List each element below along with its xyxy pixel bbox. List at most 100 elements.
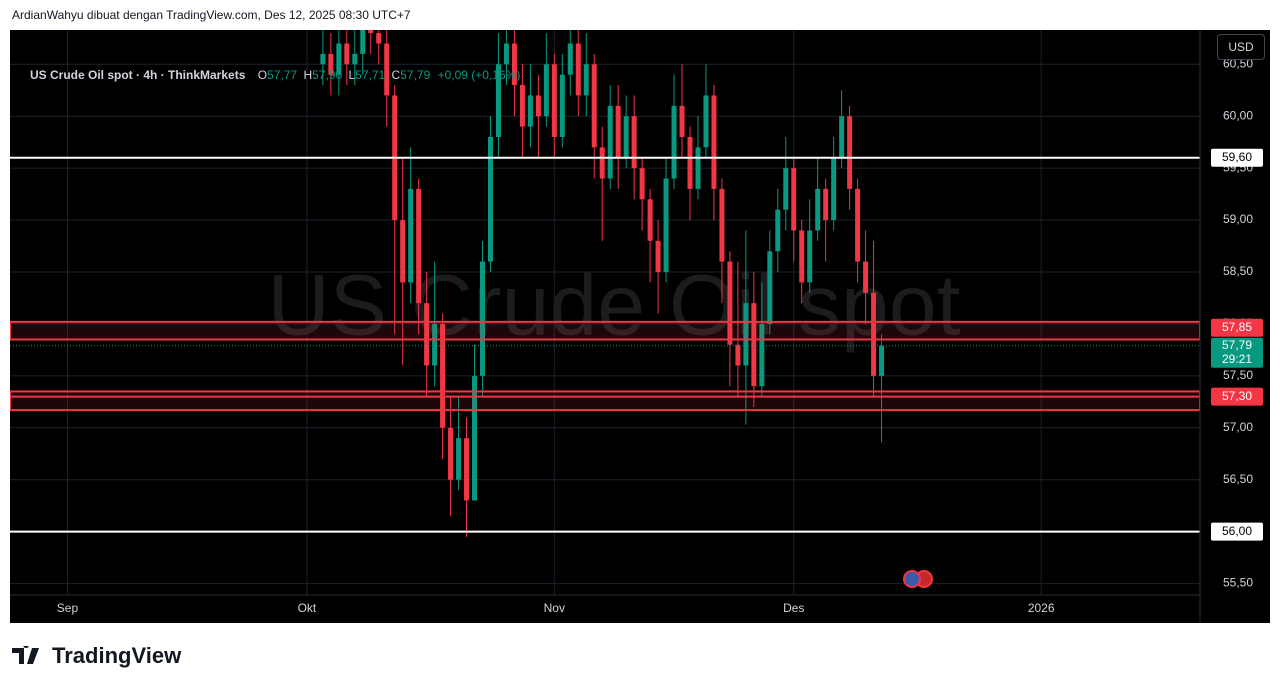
candle-body (743, 303, 749, 366)
countdown: 29:21 (1222, 352, 1252, 366)
symbol: US Crude Oil spot · 4h · ThinkMarkets (30, 68, 246, 82)
candle-body (368, 30, 374, 34)
zone (10, 390, 1200, 412)
x-tick-label: Okt (298, 601, 317, 615)
candle-body (448, 427, 454, 480)
candle-body (352, 53, 358, 65)
footer-logo: TradingView (12, 643, 181, 669)
candle-body (623, 116, 629, 158)
x-tick-label: 2026 (1028, 601, 1055, 615)
candle-body (775, 209, 781, 252)
chart-panel: US Crude Oil spot 55,50 56,00 56,50 57,00 57… (10, 30, 1270, 623)
candle-body (400, 220, 406, 283)
candle-body (767, 251, 773, 324)
candle-body (855, 188, 861, 262)
candle-body (647, 199, 653, 241)
legend-key: L (348, 68, 356, 82)
currency-button[interactable]: USD (1217, 34, 1265, 60)
level-label-box (1211, 522, 1263, 541)
level-label: 59,60 (1222, 150, 1252, 164)
x-tick-label: Nov (544, 601, 565, 615)
candle-body (519, 85, 525, 127)
candle-body (823, 188, 829, 221)
candle-body (527, 95, 533, 127)
candle-body (567, 43, 573, 75)
y-tick-label: 60,00 (1223, 108, 1253, 122)
y-tick-label: 55,50 (1223, 576, 1253, 590)
level-label: 56,00 (1222, 524, 1252, 538)
legend-value: 57,79 (400, 68, 431, 82)
candle-body (815, 188, 821, 231)
legend-value: 57,71 (355, 68, 386, 82)
candle-body (791, 168, 797, 231)
candle-body (320, 53, 326, 65)
candle-body (503, 43, 509, 65)
watermark: US Crude Oil spot (267, 258, 960, 354)
plot (10, 30, 1200, 537)
x-tick-label: Des (783, 601, 804, 615)
candle-body (543, 64, 549, 117)
y-tick-label: 57,00 (1223, 420, 1253, 434)
candle-body (695, 147, 701, 189)
y-tick-label: 58,50 (1223, 264, 1253, 278)
candle-body (495, 64, 501, 137)
candle-body (559, 74, 565, 137)
candle-body (879, 345, 885, 376)
candle-body (631, 116, 637, 169)
candle-body (839, 116, 845, 158)
candle-body (479, 261, 485, 376)
legend-value: 57,77 (267, 68, 298, 82)
level-label-box (1211, 318, 1263, 337)
candle-body (703, 95, 709, 148)
level-label: 57,85 (1222, 320, 1252, 334)
candle-body (735, 344, 741, 366)
x-tick-label: Sep (57, 601, 79, 615)
candle-body (711, 95, 717, 189)
last-price-box (1211, 337, 1263, 368)
legend-change: +0,09 (+0,16%) (437, 68, 521, 82)
candle-body (456, 438, 462, 480)
candle-body (863, 261, 869, 293)
candle-body (639, 168, 645, 200)
candle-body (799, 230, 805, 283)
candle-body (376, 33, 382, 44)
level-label: 57,30 (1222, 389, 1252, 403)
chart: US Crude Oil spot 55,50 56,00 56,50 57,00 57… (10, 30, 1263, 623)
legend-key: H (303, 68, 313, 82)
candle-body (472, 375, 478, 501)
event-icons (903, 570, 933, 588)
candle-body (687, 136, 693, 189)
candle-body (599, 147, 605, 179)
candle-body (591, 64, 597, 148)
y-tick-label: 57,50 (1223, 368, 1253, 382)
event-icon[interactable] (903, 570, 921, 588)
candle-body (440, 323, 446, 428)
candle-body (336, 43, 342, 75)
candle-body (432, 323, 438, 366)
candle-body (719, 188, 725, 262)
candle-body (464, 438, 470, 501)
candle-body (783, 168, 789, 210)
candle-body (583, 64, 589, 96)
candle-body (384, 43, 390, 96)
candle-body (871, 292, 877, 376)
candle-body (575, 43, 581, 96)
attribution: ArdianWahyu dibuat dengan TradingView.co… (12, 8, 411, 22)
candle-body (847, 116, 853, 189)
candle-body (511, 43, 517, 86)
last-price-label: 57,79 (1222, 338, 1252, 352)
legend-value: 57,90 (312, 68, 343, 82)
candle-body (535, 95, 541, 117)
candle-body (807, 230, 813, 283)
legend: US Crude Oil spot · 4h · ThinkMarkets O5… (30, 68, 520, 82)
candle-body (416, 188, 422, 304)
candle-body (344, 43, 350, 65)
candle-body (607, 105, 613, 179)
candle-body (831, 157, 837, 221)
candle-body (663, 178, 669, 272)
y-tick-label: 56,50 (1223, 472, 1253, 486)
grid (10, 30, 1200, 595)
candle-body (727, 261, 733, 345)
level-label-box (1211, 148, 1263, 167)
logo-text: TradingView (52, 643, 182, 668)
